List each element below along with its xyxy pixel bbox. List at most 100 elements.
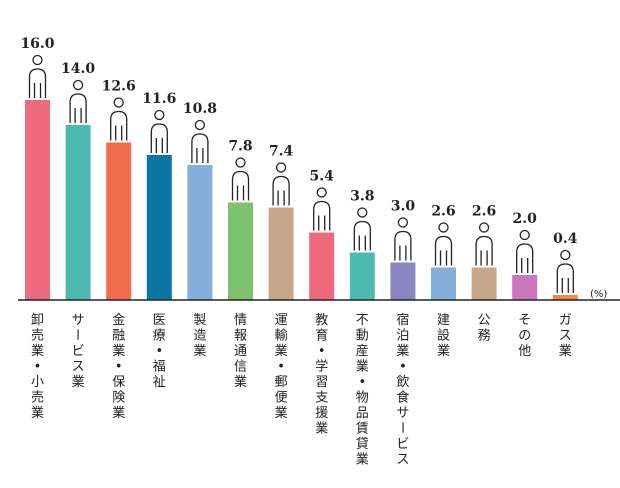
category-char: 他 bbox=[518, 344, 531, 359]
category-char: 融 bbox=[112, 329, 125, 344]
person-icon bbox=[69, 79, 87, 123]
category-char: ビ bbox=[396, 437, 409, 452]
category-char: 設 bbox=[437, 328, 450, 344]
category-char: 便 bbox=[275, 391, 288, 406]
category-char: 飲 bbox=[396, 374, 409, 390]
category-char: 運 bbox=[275, 313, 288, 328]
bar-8 bbox=[349, 252, 375, 300]
category-char: 報 bbox=[234, 329, 247, 344]
category-char: そ bbox=[518, 313, 531, 328]
person-head-icon bbox=[235, 157, 246, 168]
category-char: • bbox=[358, 375, 366, 390]
category-label-12: その他 bbox=[518, 313, 531, 359]
value-label-12: 2.0 bbox=[513, 211, 538, 227]
value-label-11: 2.6 bbox=[472, 204, 496, 220]
category-char: 学 bbox=[315, 359, 328, 375]
person-body-icon bbox=[475, 235, 493, 266]
value-label-13: 0.4 bbox=[553, 231, 578, 247]
category-char: • bbox=[34, 360, 42, 375]
category-char: 支 bbox=[315, 391, 328, 406]
category-char: 輸 bbox=[275, 329, 288, 344]
category-char: 郵 bbox=[275, 375, 288, 390]
category-char: 業 bbox=[112, 405, 125, 421]
category-char: の bbox=[518, 329, 531, 344]
category-char: 業 bbox=[193, 343, 206, 359]
category-label-2: 金融業•保険業 bbox=[112, 312, 125, 421]
person-icon bbox=[394, 217, 412, 261]
bar-0 bbox=[25, 100, 50, 300]
person-body-icon bbox=[313, 200, 331, 231]
category-char: 業 bbox=[275, 343, 288, 359]
person-body-icon bbox=[150, 123, 168, 153]
person-head-icon bbox=[275, 162, 287, 173]
category-char: 品 bbox=[356, 406, 369, 421]
category-char: 業 bbox=[31, 405, 44, 421]
category-char: 食 bbox=[396, 390, 409, 406]
category-char: 製 bbox=[193, 313, 206, 328]
category-char: • bbox=[277, 360, 285, 375]
category-label-3: 医療•福祉 bbox=[153, 313, 166, 390]
category-char: サ bbox=[72, 313, 85, 328]
person-head-icon bbox=[519, 229, 530, 241]
category-char: 務 bbox=[478, 329, 491, 344]
category-char: ガ bbox=[559, 313, 572, 328]
category-char: 建 bbox=[437, 313, 450, 328]
category-char: 業 bbox=[356, 452, 369, 468]
person-head-icon bbox=[113, 97, 124, 108]
person-head-icon bbox=[316, 187, 327, 198]
unit-label: (%) bbox=[590, 289, 607, 300]
bar-5 bbox=[228, 202, 253, 300]
category-char: 産 bbox=[356, 343, 369, 359]
category-char: ビ bbox=[72, 344, 85, 359]
category-char: 業 bbox=[437, 343, 450, 359]
category-char: 業 bbox=[72, 374, 85, 390]
category-char: 公 bbox=[478, 313, 491, 328]
person-body-icon bbox=[191, 133, 209, 163]
value-label-7: 5.4 bbox=[310, 169, 335, 185]
category-char: 業 bbox=[112, 343, 125, 359]
category-char: ー bbox=[69, 328, 84, 341]
person-body-icon bbox=[110, 110, 128, 141]
category-char: 賃 bbox=[356, 422, 369, 437]
value-label-6: 7.4 bbox=[269, 144, 294, 160]
bar-2 bbox=[106, 142, 132, 300]
category-char: 医 bbox=[153, 313, 166, 328]
person-body-icon bbox=[272, 175, 290, 206]
bar-4 bbox=[187, 165, 213, 300]
category-char: 業 bbox=[315, 421, 328, 437]
category-char: 教 bbox=[315, 312, 328, 328]
category-label-10: 建設業 bbox=[437, 313, 450, 359]
person-body-icon bbox=[353, 220, 371, 251]
person-body-icon bbox=[394, 230, 412, 261]
category-char: 売 bbox=[31, 390, 44, 406]
category-char: ー bbox=[394, 421, 409, 434]
bar-10 bbox=[431, 267, 456, 300]
value-label-3: 11.6 bbox=[142, 91, 176, 107]
category-char: • bbox=[318, 344, 326, 359]
bar-9 bbox=[390, 262, 416, 300]
category-char: 福 bbox=[153, 360, 166, 375]
category-label-6: 運輸業•郵便業 bbox=[275, 313, 288, 421]
person-icon bbox=[434, 222, 453, 266]
person-head-icon bbox=[154, 109, 165, 121]
category-char: 業 bbox=[396, 343, 409, 359]
person-body-icon bbox=[434, 235, 453, 266]
person-icon bbox=[313, 187, 331, 231]
person-head-icon bbox=[194, 119, 206, 131]
value-label-4: 10.8 bbox=[183, 101, 217, 117]
person-head-icon bbox=[560, 249, 571, 261]
category-char: 業 bbox=[275, 405, 288, 421]
person-icon bbox=[353, 207, 371, 251]
category-char: サ bbox=[396, 406, 409, 421]
bar-11 bbox=[471, 267, 497, 300]
category-char: ス bbox=[559, 329, 572, 344]
category-label-11: 公務 bbox=[478, 313, 491, 344]
category-char: 泊 bbox=[396, 329, 409, 344]
category-char: • bbox=[399, 360, 407, 375]
category-char: 小 bbox=[31, 375, 44, 390]
